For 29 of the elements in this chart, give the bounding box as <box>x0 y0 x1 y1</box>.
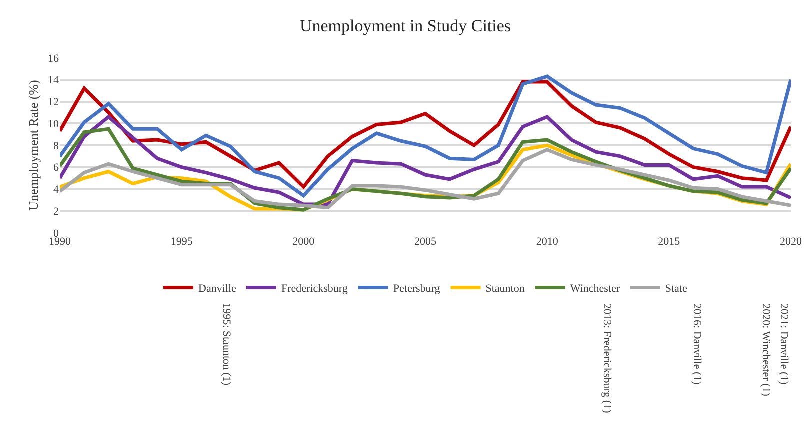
x-tick-label: 2005 <box>414 236 437 248</box>
x-tick-label: 2020 <box>780 236 802 248</box>
y-tick-label: 12 <box>48 96 59 109</box>
x-tick-label: 2010 <box>536 236 559 248</box>
y-tick-label: 8 <box>54 140 60 152</box>
y-axis-title: Unemployment Rate (%) <box>26 80 41 211</box>
text: 2020: Winchester (1) <box>760 304 772 397</box>
y-tick-label: 10 <box>48 118 60 130</box>
x-tick-label: 2015 <box>658 236 681 248</box>
legend-label: Winchester <box>570 283 620 296</box>
y-tick-label: 2 <box>54 206 59 218</box>
x-tick-label: 2000 <box>292 236 316 248</box>
text: 1995: Staunton (1) <box>220 303 232 386</box>
chart-title: Unemployment in Study Cities <box>300 16 512 36</box>
legend-label: State <box>665 283 688 296</box>
y-tick-label: 16 <box>48 52 60 65</box>
legend-label: Fredericksburg <box>281 283 348 296</box>
y-tick-label: 4 <box>54 184 60 196</box>
legend-label: Staunton <box>486 283 526 296</box>
x-tick-label: 1990 <box>49 236 72 248</box>
text: 2021: Danville (1) <box>778 304 790 386</box>
legend-label: Danville <box>198 283 236 296</box>
y-tick-label: 14 <box>48 74 60 87</box>
legend-label: Petersburg <box>393 283 441 296</box>
y-tick-label: 6 <box>54 162 60 174</box>
line-series <box>60 115 791 206</box>
text: 2013: Fredericksburg (1) <box>601 303 614 414</box>
x-tick-label: 1995 <box>170 236 194 248</box>
text: 2016: Danville (1) <box>690 304 703 386</box>
